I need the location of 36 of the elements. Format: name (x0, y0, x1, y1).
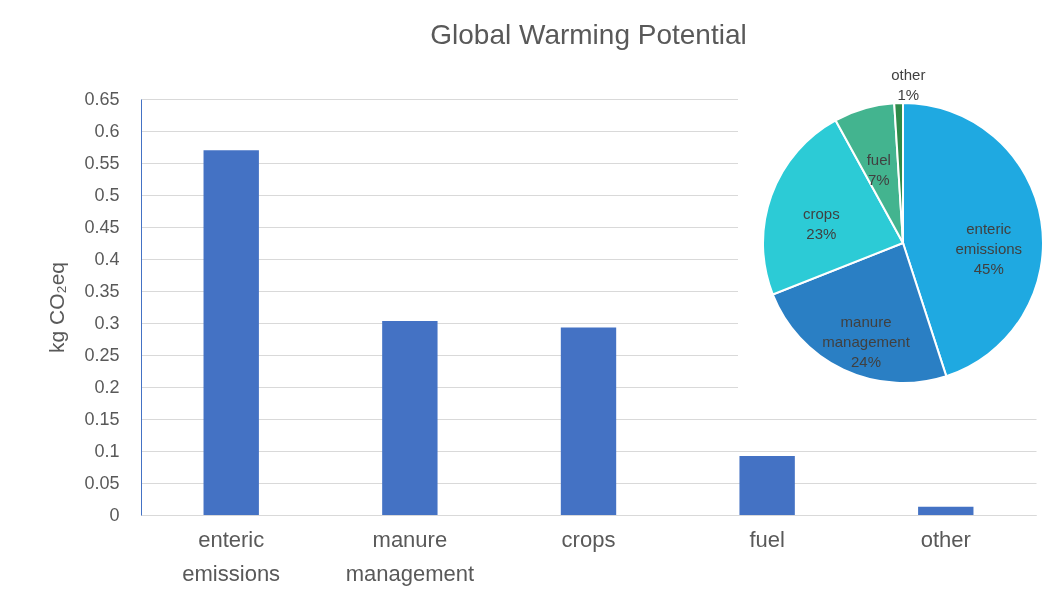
bar (918, 506, 974, 515)
slice-label: manure management (822, 312, 911, 350)
y-tick-label: 0 (109, 504, 120, 525)
x-tick-label: crops (561, 526, 616, 552)
slice-label: other (891, 66, 926, 84)
data-label: 23% (806, 224, 837, 242)
y-tick-label: 0.6 (94, 120, 120, 141)
data-label: 45% (973, 260, 1004, 278)
x-tick-label: manure management (345, 526, 475, 586)
y-axis-title: kg CO₂eq (45, 261, 69, 354)
data-label: 7% (867, 170, 890, 188)
y-tick-label: 0.35 (84, 280, 120, 301)
y-tick-label: 0.5 (94, 184, 120, 205)
y-tick-label: 0.4 (94, 248, 120, 269)
y-tick-label: 0.05 (84, 472, 120, 493)
bar (382, 321, 438, 515)
data-label: 24% (851, 352, 882, 370)
data-label: 1% (897, 86, 920, 104)
y-tick-label: 0.1 (94, 440, 120, 461)
y-tick-label: 0.65 (84, 88, 120, 109)
slice-label: crops (802, 204, 840, 222)
y-tick-label: 0.25 (84, 344, 120, 365)
y-tick-label: 0.3 (94, 312, 120, 333)
bar (560, 327, 617, 515)
x-tick-label: other (920, 526, 971, 552)
bar (203, 150, 259, 515)
slice-label: enteric emissions (955, 220, 1023, 258)
x-tick-label: fuel (749, 526, 785, 552)
y-tick-label: 0.2 (94, 376, 120, 397)
x-tick-label: enteric emissions (182, 526, 281, 586)
y-tick-label: 0.45 (84, 216, 120, 237)
chart-title: Global Warming Potential (430, 19, 747, 50)
bar (739, 456, 795, 515)
y-tick-label: 0.55 (84, 152, 120, 173)
y-tick-label: 0.15 (84, 408, 120, 429)
slice-label: fuel (866, 150, 891, 168)
